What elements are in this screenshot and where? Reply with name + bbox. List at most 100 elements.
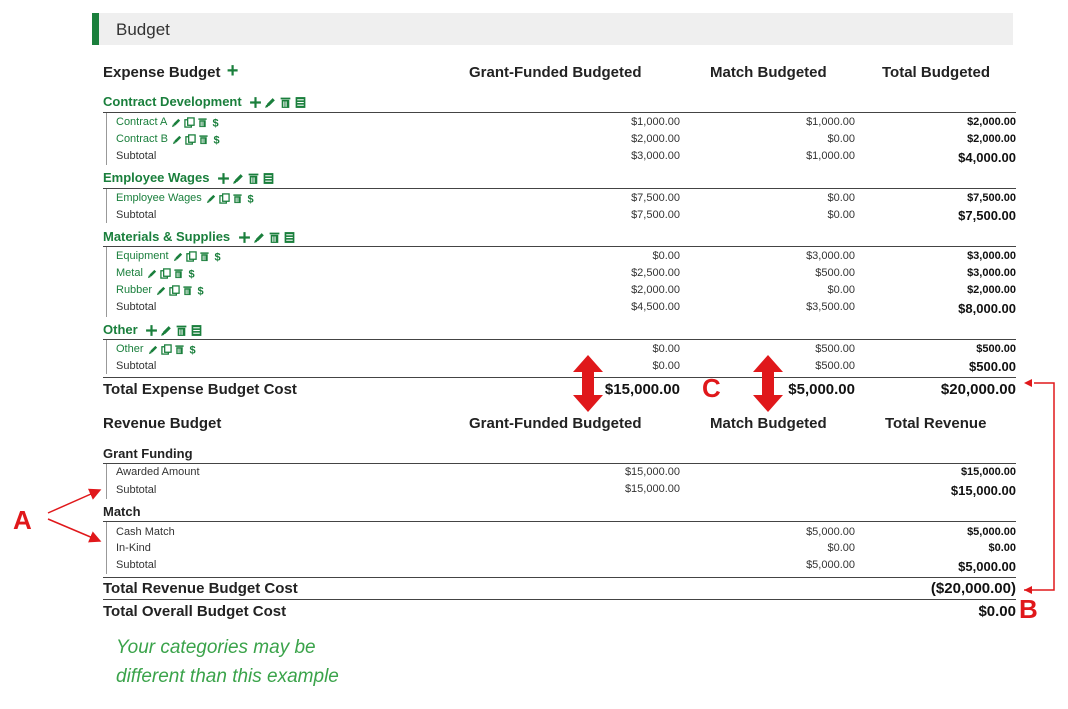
trash-icon[interactable] [247, 172, 260, 185]
revenue-budget-heading: Revenue Budget [103, 415, 222, 432]
trash-icon[interactable] [182, 285, 193, 296]
note-line-2: different than this example [116, 666, 339, 687]
add-expense-category-button[interactable]: + [226, 60, 239, 82]
grant-value: $0.00 [652, 343, 680, 355]
total-subtotal: $8,000.00 [958, 301, 1016, 316]
awarded-amount-label: Awarded Amount [116, 466, 200, 478]
item-label[interactable]: Rubber [116, 284, 153, 296]
trash-icon[interactable] [199, 251, 210, 262]
trash-icon[interactable] [198, 134, 209, 145]
match-subtotal: $1,000.00 [806, 150, 855, 162]
plus-icon[interactable] [217, 172, 230, 185]
grant-subtotal: $7,500.00 [631, 209, 680, 221]
dollar-icon[interactable]: $ [211, 134, 222, 144]
item-actions: $ [206, 192, 256, 204]
plus-icon[interactable] [145, 324, 158, 337]
grant-value: $2,000.00 [631, 133, 680, 145]
pencil-icon[interactable] [148, 344, 159, 355]
annotation-a-label: A [13, 505, 32, 535]
pencil-icon[interactable] [172, 134, 183, 145]
pencil-icon[interactable] [206, 193, 217, 204]
total-value: $2,000.00 [967, 133, 1016, 145]
category-actions [238, 231, 296, 244]
category-materials-supplies: Materials & Supplies [103, 229, 296, 244]
total-subtotal: $500.00 [969, 359, 1016, 374]
svg-text:$: $ [188, 268, 194, 278]
total-expense-grant: $15,000.00 [604, 381, 680, 398]
ledger-icon[interactable] [283, 231, 296, 244]
dollar-icon[interactable]: $ [212, 251, 223, 261]
dollar-icon[interactable]: $ [187, 344, 198, 354]
category-actions [249, 96, 307, 109]
category-other: Other [103, 322, 203, 337]
ledger-icon[interactable] [262, 172, 275, 185]
item-equipment[interactable]: Equipment $ [116, 250, 223, 262]
copy-icon[interactable] [185, 133, 196, 145]
pencil-icon[interactable] [156, 285, 167, 296]
pencil-icon[interactable] [171, 117, 182, 128]
dollar-icon[interactable]: $ [195, 285, 206, 295]
match-value: $0.00 [827, 284, 855, 296]
copy-icon[interactable] [169, 284, 180, 296]
expense-budget-heading: Expense Budget + [103, 61, 238, 81]
subtotal-label: Subtotal [116, 484, 157, 496]
category-name: Materials & Supplies [103, 229, 231, 244]
item-employee-wages[interactable]: Employee Wages $ [116, 192, 256, 204]
grant-value: $2,500.00 [631, 267, 680, 279]
match-value: $0.00 [827, 133, 855, 145]
ledger-icon[interactable] [190, 324, 203, 337]
copy-icon[interactable] [219, 192, 230, 204]
item-label[interactable]: Contract B [116, 133, 168, 145]
plus-icon[interactable] [249, 96, 262, 109]
dollar-icon[interactable]: $ [210, 117, 221, 127]
total-expense-match: $5,000.00 [788, 381, 855, 398]
pencil-icon[interactable] [173, 251, 184, 262]
copy-icon[interactable] [160, 343, 172, 355]
category-name: Employee Wages [103, 170, 210, 185]
pencil-icon[interactable] [147, 268, 158, 279]
pencil-icon[interactable] [232, 172, 245, 185]
trash-icon[interactable] [279, 96, 292, 109]
panel-accent-bar [92, 13, 99, 45]
trash-icon[interactable] [268, 231, 281, 244]
category-name: Other [103, 322, 138, 337]
item-label[interactable]: Metal [116, 267, 143, 279]
cash-match-total: $5,000.00 [967, 526, 1016, 538]
awarded-grant: $15,000.00 [624, 466, 680, 478]
panel-title: Budget [116, 20, 170, 39]
dollar-icon[interactable]: $ [186, 268, 197, 278]
item-label[interactable]: Contract A [116, 116, 168, 128]
col-grant-header: Grant-Funded Budgeted [469, 64, 642, 81]
trash-icon[interactable] [175, 324, 188, 337]
item-label[interactable]: Equipment [116, 250, 169, 262]
plus-icon[interactable] [238, 231, 251, 244]
item-other[interactable]: Other $ [116, 343, 198, 355]
awarded-total: $15,000.00 [960, 466, 1016, 478]
annotation-c-label: C [702, 373, 721, 403]
item-label[interactable]: Other [116, 343, 144, 355]
total-overall-total: $0.00 [978, 603, 1016, 620]
pencil-icon[interactable] [160, 324, 173, 337]
item-rubber[interactable]: Rubber $ [116, 284, 206, 296]
category-name: Contract Development [103, 94, 242, 109]
pencil-icon[interactable] [264, 96, 277, 109]
item-contract-b[interactable]: Contract B $ [116, 133, 222, 145]
copy-icon[interactable] [160, 267, 171, 279]
item-actions: $ [172, 133, 222, 145]
pencil-icon[interactable] [253, 231, 266, 244]
total-overall-label: Total Overall Budget Cost [103, 603, 287, 620]
trash-icon[interactable] [197, 117, 208, 128]
trash-icon[interactable] [232, 193, 243, 204]
total-value: $500.00 [976, 343, 1016, 355]
match-value: $3,000.00 [806, 250, 855, 262]
item-contract-a[interactable]: Contract A $ [116, 116, 221, 128]
copy-icon[interactable] [185, 250, 197, 262]
grant-subtotal: $4,500.00 [631, 301, 680, 313]
trash-icon[interactable] [173, 268, 184, 279]
item-metal[interactable]: Metal $ [116, 267, 197, 279]
ledger-icon[interactable] [294, 96, 307, 109]
dollar-icon[interactable]: $ [245, 193, 256, 203]
copy-icon[interactable] [184, 116, 196, 128]
trash-icon[interactable] [174, 344, 185, 355]
item-label[interactable]: Employee Wages [116, 192, 202, 204]
